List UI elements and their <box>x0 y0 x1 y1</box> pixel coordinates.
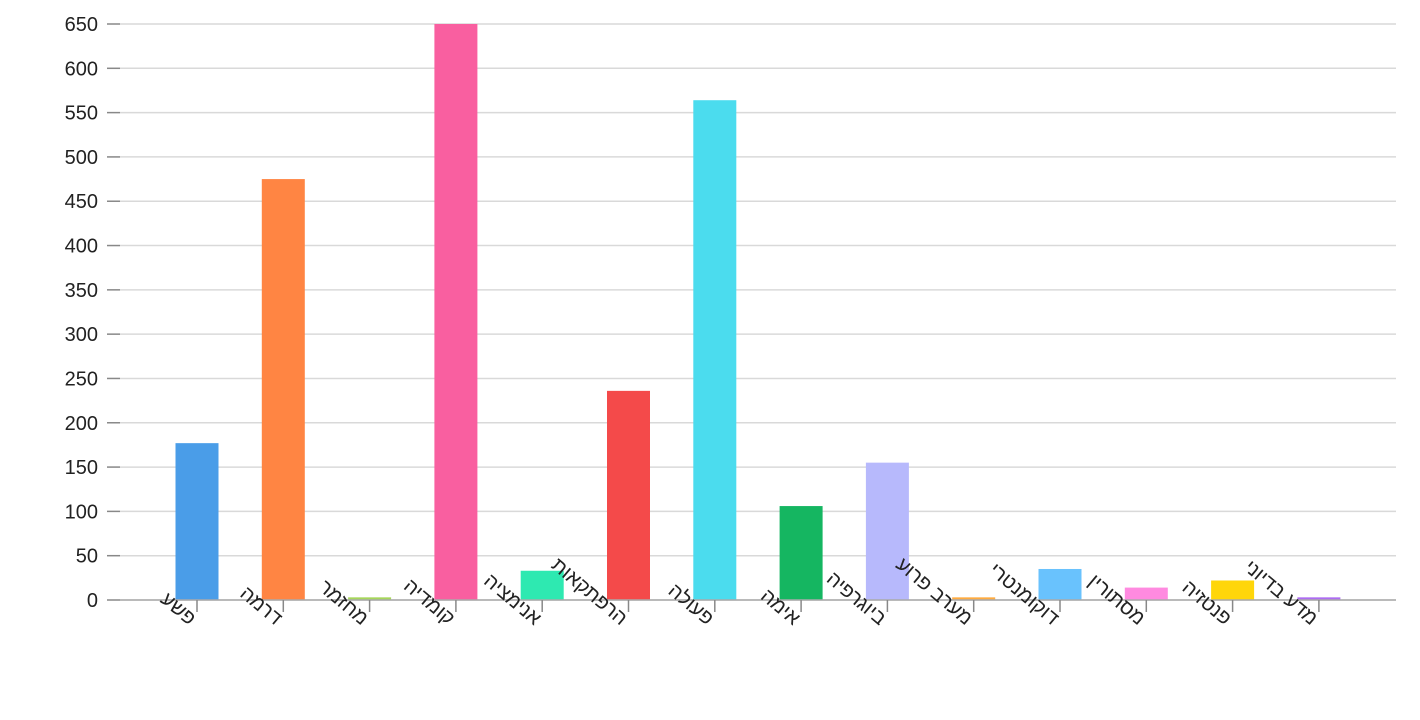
bar <box>520 570 564 600</box>
bar <box>779 506 823 600</box>
y-tick-label: 300 <box>65 324 98 346</box>
y-tick-label: 600 <box>65 58 98 80</box>
bar <box>175 443 219 600</box>
y-tick-label: 0 <box>87 590 98 612</box>
bar <box>1124 587 1168 600</box>
y-tick-label: 200 <box>65 413 98 435</box>
x-tick-label: מחזמר <box>314 576 372 630</box>
bar <box>1211 580 1255 600</box>
y-tick-label: 550 <box>65 103 98 125</box>
y-tick-label: 250 <box>65 368 98 390</box>
y-axis: 0 50 100 150 200 250 300 350 400 450 500 550 600 650 <box>65 14 120 612</box>
bars <box>175 24 1341 601</box>
bar <box>1038 568 1082 600</box>
y-tick-label: 100 <box>65 501 98 523</box>
y-tick-label: 650 <box>65 14 98 36</box>
y-tick-label: 450 <box>65 191 98 213</box>
y-tick-label: 350 <box>65 280 98 302</box>
y-tick-label: 500 <box>65 147 98 169</box>
bar <box>434 24 478 600</box>
bar <box>261 179 305 601</box>
bar <box>348 597 392 600</box>
bar <box>1297 597 1341 600</box>
bar <box>693 100 737 600</box>
bar <box>607 390 650 600</box>
y-tick-label: 150 <box>65 457 98 479</box>
bar <box>952 597 996 600</box>
x-axis: פשע דרמה מחזמר קומדיה אנימציה הרפתקאות פעולה אי… <box>120 554 1396 630</box>
y-tick-label: 50 <box>76 546 98 568</box>
bar <box>865 462 909 600</box>
y-tick-label: 400 <box>65 236 98 258</box>
grid-lines <box>120 23 1396 601</box>
